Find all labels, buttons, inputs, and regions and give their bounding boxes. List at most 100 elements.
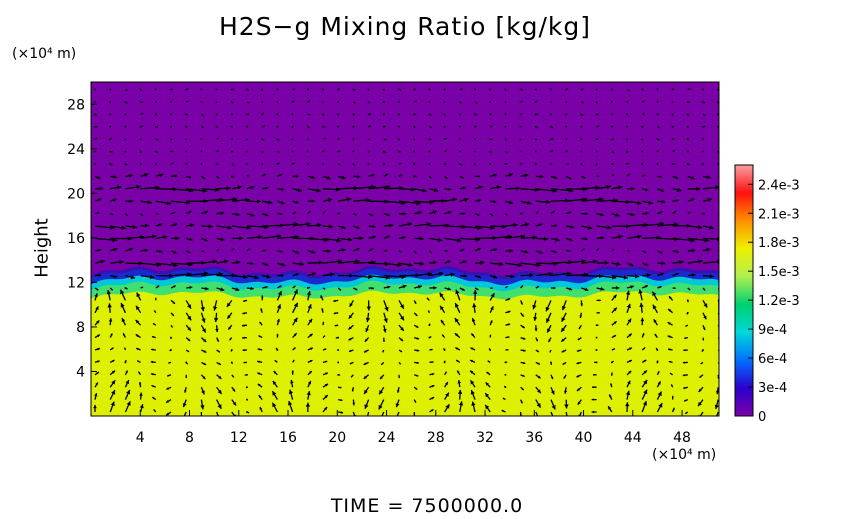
wind-arrow [200,150,203,153]
wind-arrow [641,162,643,165]
wind-arrow [322,383,329,388]
wind-arrow [348,337,354,341]
wind-arrow [381,349,385,353]
wind-arrow [519,212,523,215]
wind-arrow [474,138,476,140]
wind-arrow [580,125,583,128]
wind-arrow [687,198,695,202]
wind-arrow [474,212,480,216]
wind-arrow [534,325,538,332]
wind-arrow [277,250,283,253]
wind-arrow [231,113,233,116]
wind-arrow [368,248,374,252]
wind-arrow [550,126,554,129]
wind-arrow [338,273,354,278]
wind-arrow [216,186,231,191]
wind-arrow [246,274,259,280]
wind-arrow [550,411,554,416]
wind-arrow [641,389,648,400]
wind-arrow [470,332,476,339]
wind-arrow [257,348,263,351]
wind-arrow [322,360,328,364]
wind-arrow [150,373,156,376]
wind-arrow [455,347,461,351]
wind-arrow [671,138,675,140]
wind-arrow [352,113,355,116]
wind-arrow [140,234,157,240]
wind-arrow [383,173,389,177]
wind-arrow [200,411,203,416]
wind-arrow [626,101,629,103]
y-tick-label: 12 [67,275,85,291]
wind-arrow [170,150,174,153]
wind-arrow [200,88,203,91]
wind-arrow [368,286,374,290]
wind-arrow [458,401,464,413]
wind-arrow [672,210,677,215]
wind-arrow [626,186,635,191]
wind-arrow [535,337,539,342]
wind-arrow [182,399,187,408]
wind-arrow [429,361,434,364]
wind-arrow [533,312,538,321]
wind-arrow [150,360,156,364]
wind-arrow [231,150,234,153]
wind-arrow [246,234,263,240]
wind-arrow [277,173,283,177]
wind-arrow [216,225,232,230]
wind-arrow [428,138,432,140]
wind-arrow [352,399,356,406]
wind-arrow [641,174,646,177]
wind-arrow [380,361,385,366]
wind-arrow [110,225,126,230]
wind-arrow [155,112,158,116]
wind-arrow [201,126,204,129]
wind-arrow [200,312,206,323]
wind-arrow [702,225,714,230]
wind-arrow [215,325,219,333]
wind-arrow [505,298,511,302]
wind-arrow [626,274,640,279]
wind-arrow [152,322,157,326]
wind-arrow [641,100,645,103]
wind-arrow [185,361,189,365]
wind-arrow [109,401,115,413]
wind-arrow [306,163,309,165]
wind-arrow [291,100,295,103]
wind-arrow [109,137,113,140]
wind-arrow [591,410,597,414]
wind-arrow [459,274,468,278]
colorbar-tick-label: 6e-4 [758,352,787,367]
wind-arrow [519,162,523,165]
wind-arrow [611,212,620,217]
wind-arrow [257,360,263,364]
wind-arrow [626,212,635,217]
wind-arrow [201,210,209,215]
wind-arrow [337,374,341,376]
lower-layer [91,290,719,416]
wind-arrow [717,88,719,91]
wind-arrow [231,399,237,406]
wind-arrow [109,379,116,388]
wind-arrow [231,274,248,280]
wind-arrow [306,290,312,301]
wind-arrow [243,361,248,364]
wind-arrow [307,318,313,326]
wind-arrow [185,210,192,215]
wind-arrow [640,317,645,326]
wind-arrow [170,222,178,227]
wind-arrow [135,305,142,314]
wind-arrow [333,312,339,315]
wind-arrow [489,113,492,116]
wind-arrow [245,150,248,153]
colorbar: 0 3e-4 6e-4 9e-4 1.2e-3 1.5e-3 1.8e-3 2.1e-3 2.4… [734,164,800,425]
wind-arrow [565,411,568,416]
wind-arrow [535,211,539,215]
wind-arrow [566,259,586,264]
wind-arrow [671,101,674,103]
wind-arrow [535,271,553,277]
wind-arrow [383,285,391,289]
wind-arrow [94,319,100,326]
wind-arrow [520,361,526,365]
wind-arrow [322,237,341,243]
